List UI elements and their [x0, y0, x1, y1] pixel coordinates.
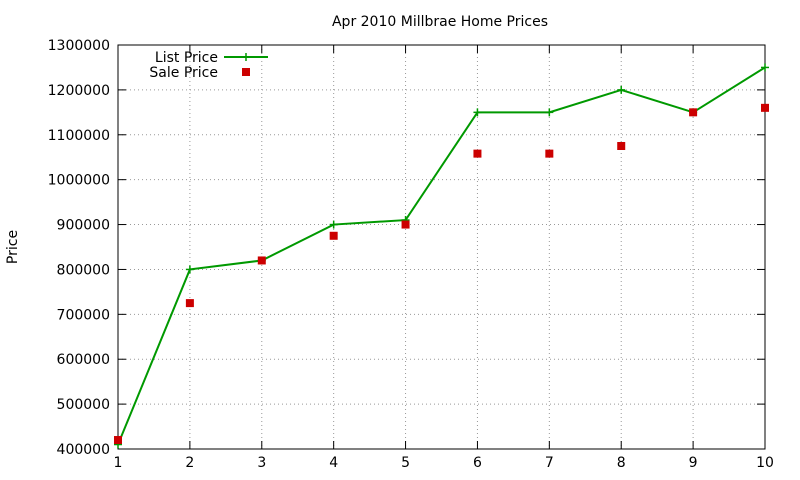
- y-tick-label: 1000000: [48, 173, 110, 189]
- y-tick-label: 400000: [57, 442, 110, 458]
- data-point-list-price: [473, 108, 482, 117]
- axis-ticks: 400000 500000 600000 700000 800000 900000 1000…: [48, 38, 774, 471]
- data-point-sale-price: [114, 436, 122, 445]
- y-tick-label: 500000: [57, 397, 110, 413]
- x-tick-label: 5: [401, 455, 410, 471]
- x-tick-label: 2: [185, 455, 194, 471]
- series: [114, 63, 769, 449]
- data-point-list-price: [185, 265, 194, 274]
- data-point-sale-price: [257, 256, 266, 265]
- x-tick-label: 7: [545, 455, 554, 471]
- data-point-sale-price: [401, 220, 410, 229]
- data-point-list-price: [329, 220, 338, 229]
- x-tick-label: 10: [756, 455, 774, 471]
- x-tick-label: 1: [114, 455, 123, 471]
- x-tick-label: 4: [329, 455, 338, 471]
- y-tick-label: 900000: [57, 218, 110, 234]
- y-tick-label: 600000: [57, 352, 110, 368]
- series-line-list-price: [117, 66, 766, 445]
- data-point-sale-price: [185, 299, 194, 308]
- grid: [118, 45, 765, 449]
- data-point-list-price: [545, 108, 554, 117]
- plot-frame: [117, 44, 766, 450]
- data-point-sale-price: [761, 103, 769, 112]
- data-point-list-price: [617, 85, 626, 94]
- data-point-sale-price: [329, 231, 338, 240]
- legend-label: Sale Price: [149, 65, 218, 81]
- chart-title: Apr 2010 Millbrae Home Prices: [332, 14, 548, 30]
- legend-label: List Price: [155, 50, 218, 66]
- y-tick-label: 700000: [57, 307, 110, 323]
- data-point-sale-price: [617, 142, 626, 150]
- y-tick-label: 1300000: [48, 38, 110, 54]
- x-tick-label: 6: [473, 455, 482, 471]
- y-tick-label: 800000: [57, 262, 110, 278]
- legend-marker-list-price: [242, 53, 250, 61]
- data-point-list-price: [761, 63, 769, 72]
- legend-marker-sale-price: [242, 68, 250, 76]
- y-tick-label: 1100000: [48, 128, 110, 144]
- x-tick-label: 3: [257, 455, 266, 471]
- x-tick-label: 9: [689, 455, 698, 471]
- data-point-sale-price: [545, 149, 554, 158]
- y-tick-label: 1200000: [48, 83, 110, 99]
- data-point-sale-price: [689, 108, 698, 117]
- x-tick-label: 8: [617, 455, 626, 471]
- data-point-sale-price: [473, 149, 482, 158]
- y-axis-label: Price: [5, 230, 21, 264]
